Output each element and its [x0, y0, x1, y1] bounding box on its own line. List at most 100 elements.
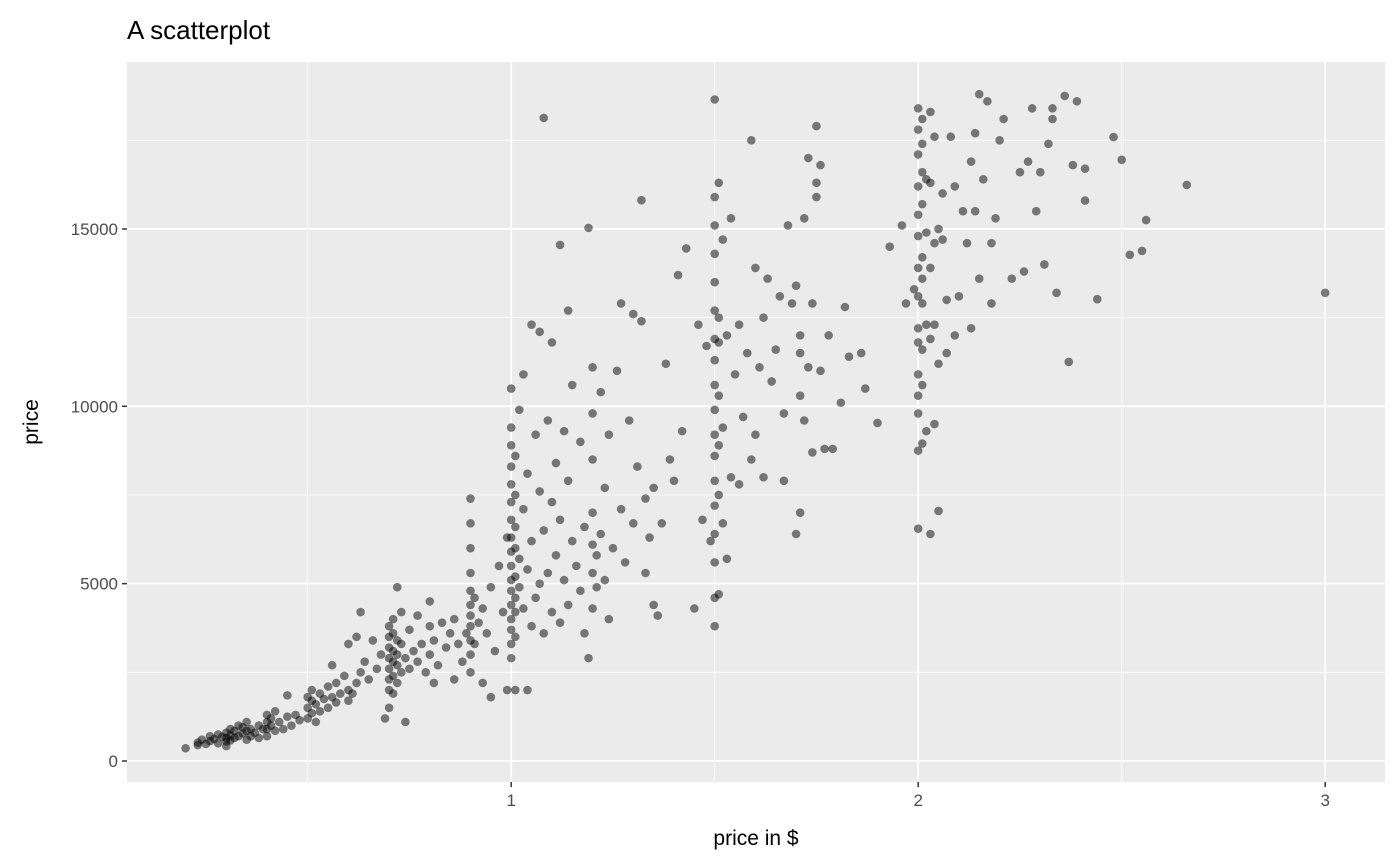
data-point — [913, 409, 923, 418]
plot-panel — [127, 62, 1385, 782]
data-point — [340, 671, 349, 681]
data-point — [922, 320, 931, 330]
data-point — [539, 629, 549, 638]
data-point — [429, 678, 439, 688]
data-point — [645, 533, 654, 542]
data-point — [747, 135, 756, 145]
data-point — [1048, 104, 1057, 113]
data-point — [856, 348, 866, 358]
data-point — [1137, 246, 1147, 256]
data-point — [563, 476, 573, 486]
data-point — [376, 650, 386, 659]
data-point — [734, 320, 744, 330]
data-point — [307, 685, 317, 695]
data-point — [759, 313, 768, 322]
data-point — [588, 508, 597, 518]
data-point — [698, 515, 707, 525]
data-point — [795, 331, 805, 340]
data-point — [767, 377, 776, 386]
data-point — [661, 359, 671, 369]
data-point — [527, 621, 536, 631]
data-point — [637, 316, 646, 326]
data-point — [824, 331, 833, 340]
data-point — [506, 384, 516, 393]
data-point — [506, 480, 516, 489]
data-point — [922, 228, 931, 237]
data-point — [519, 504, 528, 514]
data-point — [775, 292, 785, 301]
data-point — [425, 650, 435, 659]
data-point — [331, 678, 341, 688]
data-point — [714, 313, 724, 322]
data-point — [588, 540, 597, 549]
data-point — [604, 430, 614, 439]
data-point — [580, 522, 589, 532]
data-point — [930, 132, 939, 142]
data-point — [917, 139, 927, 149]
data-point — [812, 121, 821, 131]
data-point — [954, 292, 964, 301]
data-point — [938, 235, 947, 244]
data-point — [991, 214, 1000, 223]
data-point — [710, 380, 719, 390]
data-point — [795, 348, 805, 358]
data-point — [510, 490, 520, 500]
data-point — [726, 214, 736, 223]
data-point — [388, 671, 398, 681]
data-point — [791, 529, 801, 539]
data-point — [917, 299, 927, 308]
data-point — [987, 238, 996, 248]
data-point — [714, 391, 724, 400]
data-point — [527, 320, 536, 330]
data-point — [266, 714, 276, 723]
data-point — [922, 426, 931, 436]
data-point — [421, 668, 431, 677]
data-point — [710, 405, 719, 415]
data-point — [1023, 157, 1033, 166]
data-point — [519, 370, 528, 379]
data-point — [270, 707, 280, 716]
data-point — [1117, 155, 1126, 165]
data-point — [1044, 139, 1053, 149]
data-point — [710, 192, 719, 202]
data-point — [584, 223, 593, 233]
data-point — [392, 650, 402, 659]
data-point — [527, 536, 536, 546]
data-point — [1092, 294, 1102, 304]
data-point — [779, 409, 789, 418]
data-point — [559, 426, 569, 436]
data-point — [930, 419, 939, 429]
data-point — [535, 487, 544, 496]
data-point — [315, 707, 325, 716]
data-point — [787, 299, 797, 308]
data-point — [710, 529, 719, 539]
data-point — [665, 455, 675, 464]
data-point — [803, 153, 813, 163]
data-point — [1109, 132, 1118, 142]
data-point — [722, 554, 732, 564]
data-point — [710, 451, 719, 461]
data-point — [555, 515, 565, 525]
data-point — [1027, 104, 1037, 113]
data-point — [466, 611, 475, 620]
data-point — [979, 174, 988, 184]
axes: 1 2 3 0 5000 10000 15000 — [71, 220, 1330, 810]
data-point — [913, 210, 923, 220]
data-point — [523, 685, 532, 695]
data-point — [311, 717, 321, 727]
data-point — [449, 675, 459, 684]
data-point — [559, 575, 569, 585]
data-point — [384, 703, 394, 713]
data-point — [588, 455, 597, 464]
data-point — [808, 448, 817, 457]
data-point — [1072, 96, 1082, 106]
y-tick-label: 10000 — [71, 397, 118, 416]
data-point — [384, 621, 394, 631]
data-point — [913, 323, 923, 333]
data-point — [470, 593, 479, 603]
data-point — [466, 519, 475, 528]
data-point — [283, 712, 292, 721]
data-point — [1019, 267, 1029, 276]
data-point — [576, 586, 585, 596]
data-point — [938, 189, 947, 198]
